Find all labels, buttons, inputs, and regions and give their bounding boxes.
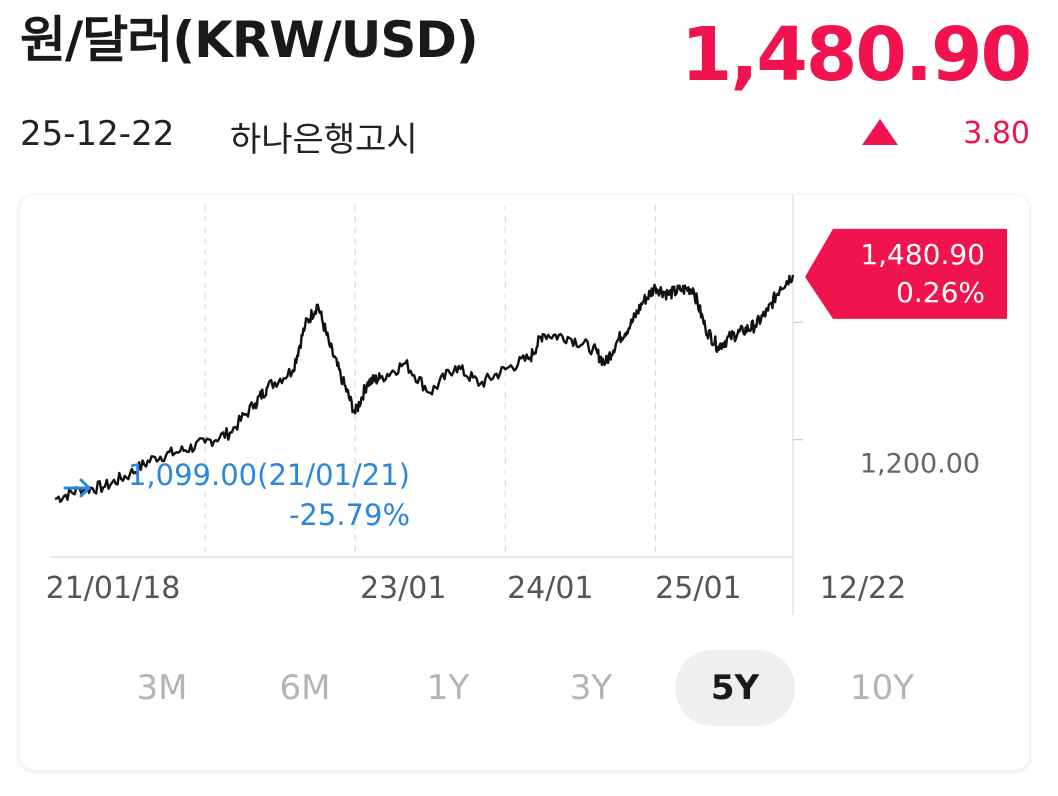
- low-value-label: 1,099.00(21/01/21): [128, 458, 410, 492]
- range-button-1y[interactable]: 1Y: [426, 668, 470, 708]
- range-button-6m[interactable]: 6M: [279, 668, 331, 708]
- price-change: 3.80: [963, 116, 1030, 151]
- last-change-label: 0.26%: [896, 276, 985, 309]
- range-button-10y[interactable]: 10Y: [849, 668, 915, 708]
- current-price: 1,480.90: [680, 12, 1032, 98]
- chart-card: 21/01/18 23/01 24/01 25/01 12/22 1,200.00 1,48…: [20, 195, 1029, 770]
- y-tick-label: 1,200.00: [860, 449, 980, 480]
- triangle-up-icon: [862, 119, 898, 145]
- quote-source: 하나은행고시: [230, 120, 418, 160]
- x-tick-label: 23/01: [360, 571, 446, 606]
- last-value-callout: [805, 228, 1007, 319]
- x-tick-label: 24/01: [507, 571, 593, 606]
- low-change-label: -25.79%: [289, 498, 410, 532]
- quote-date: 25-12-22: [20, 114, 175, 154]
- price-chart[interactable]: 21/01/18 23/01 24/01 25/01 12/22 1,200.00 1,48…: [20, 195, 1029, 635]
- x-tick-label: 12/22: [820, 571, 906, 606]
- arrow-right-icon: [63, 478, 91, 498]
- range-selector: 3M 6M 1Y 3Y 5Y 10Y: [20, 650, 1029, 726]
- series-line: [54, 274, 795, 504]
- range-button-3y[interactable]: 3Y: [569, 668, 613, 708]
- x-tick-label: 21/01/18: [46, 571, 181, 606]
- page-title: 원/달러(KRW/USD): [20, 11, 479, 69]
- range-button-3m[interactable]: 3M: [136, 668, 188, 708]
- x-tick-label: 25/01: [655, 571, 741, 606]
- quote-header: 원/달러(KRW/USD) 1,480.90 25-12-22 하나은행고시 3…: [0, 0, 1058, 170]
- last-value-label: 1,480.90: [860, 238, 985, 271]
- range-button-5y[interactable]: 5Y: [675, 650, 795, 726]
